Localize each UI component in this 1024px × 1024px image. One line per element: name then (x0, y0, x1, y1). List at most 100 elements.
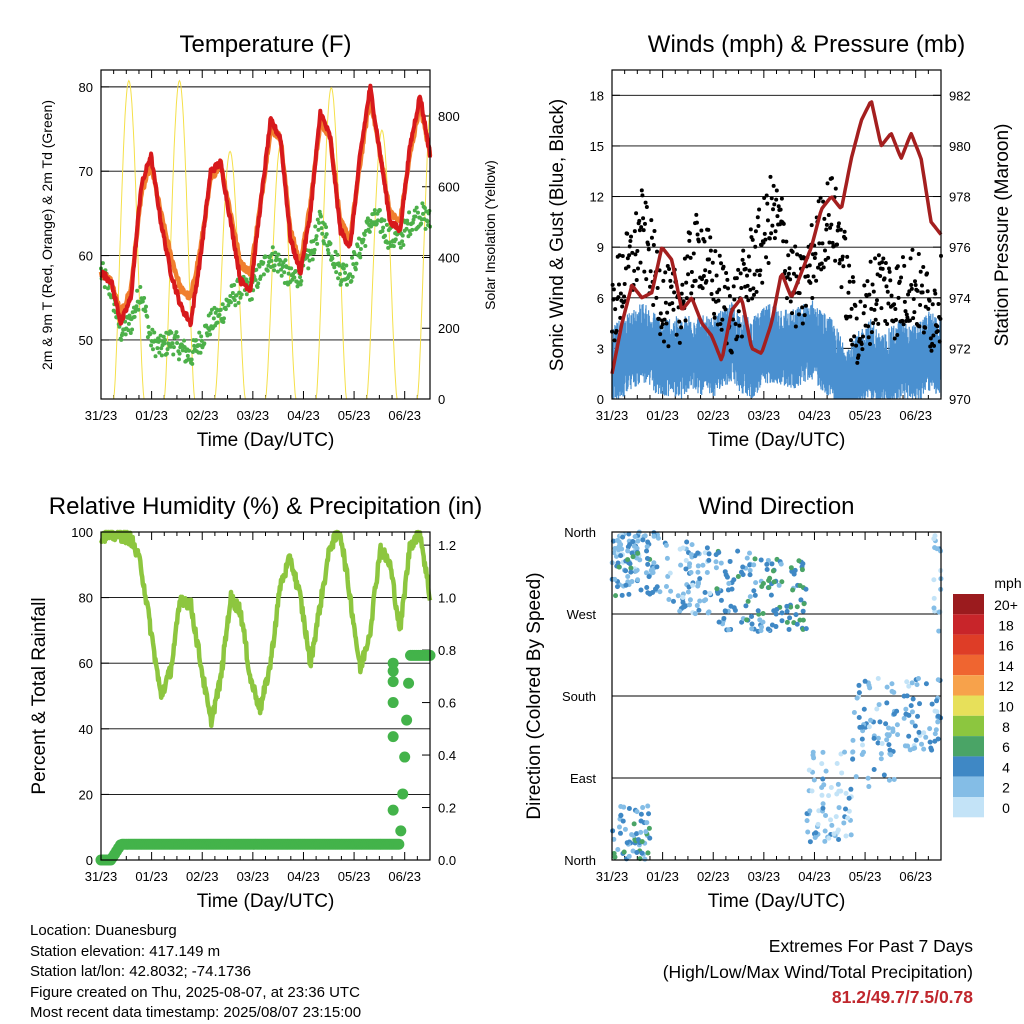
direction-point (640, 805, 646, 811)
dewpoint-point (270, 251, 275, 256)
dewpoint-point (187, 348, 192, 353)
gust-point (752, 272, 757, 277)
y-right-axis-label: Station Pressure (Maroon) (992, 124, 1013, 347)
y-right-tick-label: 974 (949, 291, 971, 306)
gust-point (686, 272, 691, 277)
x-tick-label: 01/23 (135, 869, 168, 884)
dewpoint-point (414, 205, 419, 210)
gust-point (873, 256, 878, 261)
direction-point (650, 570, 656, 576)
y-right-tick-label: 400 (438, 250, 460, 265)
gust-point (758, 268, 763, 273)
direction-point (841, 820, 847, 826)
gust-point (610, 282, 615, 287)
direction-point (727, 558, 733, 564)
gust-point (793, 244, 798, 249)
gust-point (788, 277, 793, 282)
gust-point (763, 237, 768, 242)
precip-point (397, 788, 409, 800)
gust-point (750, 237, 755, 242)
colorbar-label: 6 (1002, 739, 1010, 755)
gust-point (702, 239, 707, 244)
gust-point (816, 199, 821, 204)
gust-point (762, 231, 767, 236)
gust-point (659, 325, 664, 330)
dewpoint-point (153, 354, 158, 359)
gust-point (642, 269, 647, 274)
direction-point (860, 728, 866, 734)
direction-point (684, 539, 690, 545)
gust-point (772, 236, 777, 241)
dewpoint-point (220, 302, 225, 307)
y-axis-label: Direction (Colored By Speed) (524, 572, 545, 819)
direction-point (664, 555, 670, 561)
direction-point (764, 566, 770, 572)
gust-point (677, 340, 682, 345)
gust-point (745, 283, 750, 288)
dewpoint-point (244, 292, 249, 297)
dewpoint-point (163, 337, 168, 342)
direction-point (716, 619, 722, 625)
direction-point (856, 690, 862, 696)
y-right-tick-label: 972 (949, 341, 971, 356)
direction-point (843, 790, 849, 796)
gust-point (862, 283, 867, 288)
dewpoint-point (350, 255, 355, 260)
gust-point (718, 321, 723, 326)
gust-point (747, 268, 752, 273)
gust-point (773, 229, 778, 234)
direction-point (836, 836, 842, 842)
direction-point (695, 550, 701, 556)
gust-point (703, 268, 708, 273)
direction-point (751, 588, 757, 594)
gust-point (756, 223, 761, 228)
dewpoint-point (358, 255, 363, 260)
dewpoint-point (228, 293, 233, 298)
direction-point (787, 615, 793, 621)
x-axis-label: Time (Day/UTC) (197, 891, 335, 912)
direction-point (696, 607, 702, 613)
gust-point (920, 290, 925, 295)
direction-point (836, 788, 842, 794)
direction-point (759, 624, 765, 630)
gust-point (850, 275, 855, 280)
direction-point (854, 695, 860, 701)
gust-point (876, 321, 881, 326)
dewpoint-point (161, 334, 166, 339)
insolation-line (315, 86, 347, 400)
dewpoint-point (149, 343, 154, 348)
gust-point (895, 264, 900, 269)
direction-point (811, 777, 817, 783)
gust-point (938, 316, 943, 321)
dewpoint-point (289, 266, 294, 271)
direction-point (794, 604, 800, 610)
y-tick-label: 9 (597, 240, 604, 255)
created-text: Figure created on Thu, 2025-08-07, at 23… (30, 983, 360, 1001)
gust-point (625, 256, 630, 261)
dewpoint-point (313, 237, 318, 242)
dewpoint-point (128, 331, 133, 336)
direction-point (663, 583, 669, 589)
direction-point (903, 706, 909, 712)
panel-title: Wind Direction (698, 493, 854, 520)
gust-point (704, 279, 709, 284)
direction-point (713, 559, 719, 565)
gust-point (668, 278, 673, 283)
gust-point (655, 249, 660, 254)
gust-point (648, 284, 653, 289)
dewpoint-point (182, 338, 187, 343)
dewpoint-point (171, 352, 176, 357)
extremes-values: 81.2/49.7/7.5/0.78 (831, 987, 973, 1007)
gust-point (664, 321, 669, 326)
direction-point (771, 608, 777, 614)
gust-point (620, 253, 625, 258)
insolation-line (416, 113, 430, 400)
gust-point (892, 336, 897, 341)
dewpoint-point (400, 233, 405, 238)
direction-point (745, 598, 751, 604)
gust-point (738, 271, 743, 276)
gust-point (717, 287, 722, 292)
direction-point (884, 737, 890, 743)
colorbar-label: 0 (1002, 800, 1010, 816)
direction-point (887, 747, 893, 753)
